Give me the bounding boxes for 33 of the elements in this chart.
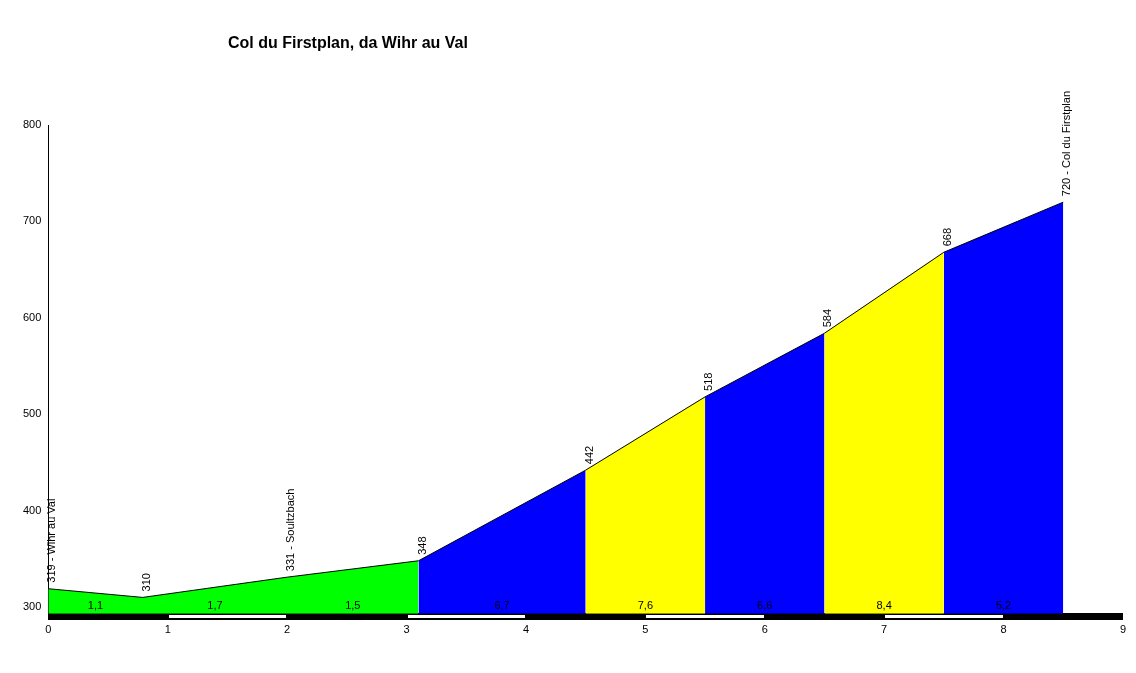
y-tick-label: 700 [22, 214, 42, 227]
data-label: 584 [821, 308, 834, 328]
annotation: 5,2 [995, 598, 1012, 611]
data-label: 518 [702, 372, 715, 391]
x-tick-label: 1 [164, 623, 171, 636]
x-tick-label: 7 [881, 623, 888, 636]
annotation: 1,1 [87, 598, 104, 611]
annotation: 1,5 [345, 598, 361, 611]
annotation: 6,7 [494, 598, 510, 611]
data-label: 442 [582, 445, 595, 465]
x-tick-label: 6 [761, 623, 768, 636]
x-tick-label: 5 [642, 623, 649, 636]
y-tick-label: 400 [22, 503, 42, 516]
y-tick-label: 800 [22, 118, 42, 131]
data-label: 310 [139, 573, 152, 592]
y-tick-label: 500 [22, 407, 42, 420]
data-label: 668 [940, 227, 953, 247]
y-tick-label: 600 [22, 310, 42, 323]
chart-title: Col du Firstplan, da Wihr au Val [228, 34, 468, 52]
annotation: 6,6 [757, 598, 773, 611]
x-tick-label: 3 [403, 623, 410, 636]
x-tick-label: 0 [45, 623, 52, 636]
x-tick-label: 9 [1119, 623, 1126, 636]
data-label: 720 - Col du Firstplan [1060, 90, 1073, 197]
x-tick-label: 8 [1000, 623, 1007, 636]
annotation: 1,7 [207, 598, 223, 611]
annotation: 8,4 [876, 598, 892, 611]
annotation: 7,6 [637, 598, 653, 611]
data-label: 331 - Soultzbach [284, 488, 297, 572]
x-tick-label: 2 [284, 623, 291, 636]
y-tick-label: 300 [22, 600, 42, 613]
data-label: 348 [415, 536, 428, 555]
x-tick-label: 4 [522, 623, 530, 636]
